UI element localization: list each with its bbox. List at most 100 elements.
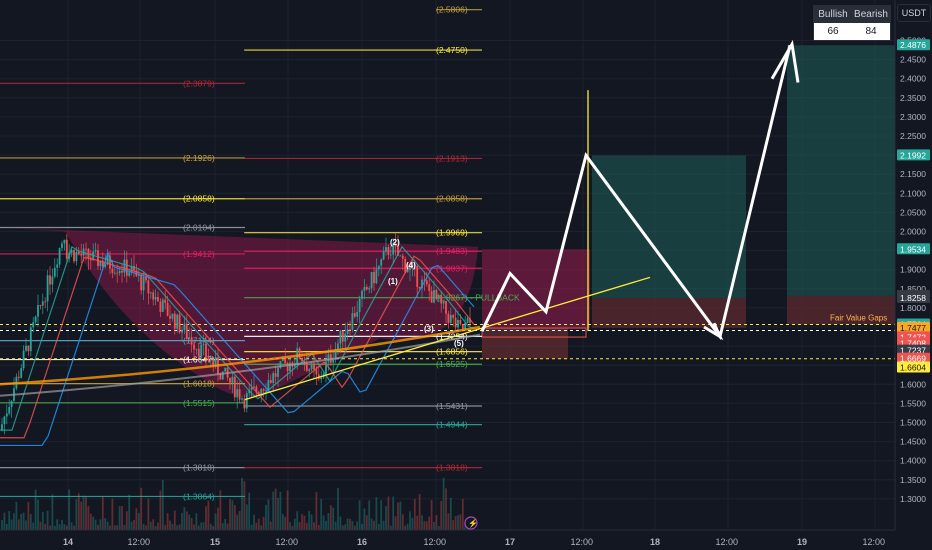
volume-bar <box>320 498 323 530</box>
candle-body <box>255 386 258 393</box>
volume-bar <box>418 494 421 530</box>
volume-bar <box>370 518 373 530</box>
candle-body <box>104 264 107 267</box>
volume-bar <box>219 490 222 530</box>
candle-body <box>413 264 416 266</box>
candle-body <box>325 361 327 374</box>
volume-bar <box>212 525 215 530</box>
volume-bar <box>104 518 107 530</box>
fib-label: (1.7144) <box>183 336 215 346</box>
y-tick-label: 1.8000 <box>900 303 926 313</box>
candle-body <box>387 247 390 255</box>
x-tick-label: 12:00 <box>128 537 151 547</box>
price-tag-label: 1.7237 <box>900 346 926 356</box>
fib-label: (1.6018) <box>183 379 215 389</box>
ma-long-2 <box>0 333 481 397</box>
candle-body <box>401 255 404 259</box>
candle-body <box>461 324 464 330</box>
candle-body <box>152 292 155 300</box>
stop-zone-2 <box>787 295 895 325</box>
volume-bar <box>53 525 56 530</box>
candle-body <box>5 413 8 417</box>
candle-body <box>449 315 452 323</box>
volume-bar <box>428 516 431 530</box>
candle-body <box>197 348 200 357</box>
volume-bar <box>296 511 299 530</box>
price-tag-label: 2.4876 <box>900 40 926 50</box>
y-tick-label: 2.2500 <box>900 131 926 141</box>
candle-body <box>34 316 37 323</box>
candle-body <box>101 260 104 267</box>
candle-body <box>41 301 44 306</box>
x-tick-label: 12:00 <box>571 537 594 547</box>
candle-body <box>233 376 236 398</box>
candle-body <box>61 243 63 249</box>
candle-body <box>332 359 335 363</box>
volume-bar <box>161 479 164 530</box>
currency-button[interactable]: USDT <box>897 4 931 22</box>
candle-body <box>116 272 119 274</box>
volume-bar <box>445 488 447 530</box>
candle-body <box>164 299 167 303</box>
price-axis: 2.50002.45002.40002.35002.30002.25002.20… <box>894 0 932 550</box>
candle-body <box>279 360 282 368</box>
candle-body <box>65 239 68 259</box>
volume-bar <box>349 518 351 530</box>
y-tick-label: 2.3000 <box>900 112 926 122</box>
fib-label: (1.9037) <box>436 263 468 273</box>
candle-body <box>346 329 349 334</box>
candle-body <box>284 358 287 363</box>
volume-bar <box>298 522 301 530</box>
volume-bar <box>41 511 44 530</box>
candle-body <box>425 280 428 285</box>
volume-bar <box>183 507 186 530</box>
volume-bar <box>385 506 387 530</box>
y-tick-label: 2.0500 <box>900 207 926 217</box>
volume-bar <box>281 513 284 530</box>
candle-body <box>219 374 222 380</box>
volume-bar <box>356 521 359 530</box>
volume-bar <box>61 520 63 530</box>
volume-bar <box>217 507 219 530</box>
volume-bar <box>289 522 291 530</box>
price-tag-label: 1.7477 <box>900 323 926 333</box>
price-tag-label: 2.1992 <box>900 150 926 160</box>
projection-path <box>480 44 792 341</box>
volume-bar <box>51 494 54 530</box>
volume-bar <box>209 523 212 530</box>
volume-bar <box>130 521 133 530</box>
candle-body <box>200 344 203 357</box>
candle-body <box>411 264 414 267</box>
candle-body <box>130 265 133 273</box>
volume-bar <box>1 520 3 530</box>
fib-label: (2.5806) <box>436 5 468 15</box>
volume-bar <box>459 514 462 530</box>
volume-bar <box>97 524 99 530</box>
volume-bar <box>337 487 339 530</box>
candle-body <box>229 377 231 383</box>
volume-bar <box>464 523 467 530</box>
candle-body <box>421 279 423 289</box>
volume-bar <box>397 502 399 530</box>
wave-label: (3) <box>424 325 434 334</box>
candle-body <box>123 259 126 273</box>
y-tick-label: 1.5000 <box>900 418 926 428</box>
candle-body <box>353 313 356 317</box>
volume-bar <box>178 524 181 530</box>
volume-bar <box>327 512 330 530</box>
y-tick-label: 2.4500 <box>900 55 926 65</box>
candle-body <box>361 290 363 299</box>
fib-label: (1.5515) <box>183 398 215 408</box>
price-tag <box>897 361 930 373</box>
candle-body <box>466 318 469 323</box>
volume-bar <box>109 525 111 530</box>
volume-bar <box>159 490 162 530</box>
volume-bar <box>293 518 296 530</box>
candle-body <box>49 275 51 285</box>
volume-bar <box>5 523 8 530</box>
volume-bar <box>145 525 147 530</box>
fib-label: (1.6525) <box>436 359 468 369</box>
volume-bar <box>245 504 248 530</box>
volume-bar <box>308 510 311 530</box>
